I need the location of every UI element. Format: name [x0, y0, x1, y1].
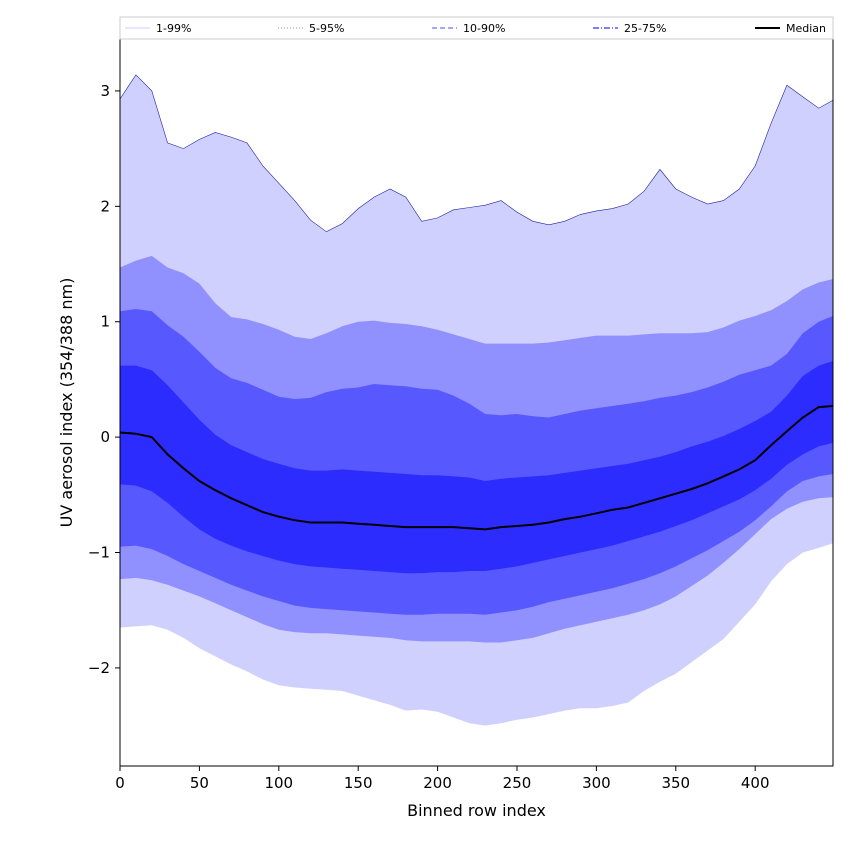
- x-tick-label-400: 400: [741, 774, 770, 792]
- x-tick-label-0: 0: [115, 774, 125, 792]
- legend-label-25-75-pct: 25-75%: [624, 22, 666, 35]
- y-tick-label--1: −1: [88, 544, 110, 562]
- legend-label-median: Median: [786, 22, 826, 35]
- x-tick-label-250: 250: [503, 774, 532, 792]
- band-1-99-upper-edge: [119, 74, 834, 233]
- y-tick-label--2: −2: [88, 659, 110, 677]
- y-axis-label: UV aerosol index (354/388 nm): [57, 278, 76, 528]
- x-tick-label-200: 200: [423, 774, 452, 792]
- y-tick-label-2: 2: [100, 197, 110, 215]
- x-tick-label-100: 100: [264, 774, 293, 792]
- y-tick-label-0: 0: [100, 428, 110, 446]
- legend-label-5-95-pct: 5-95%: [309, 22, 344, 35]
- legend-label-10-90-pct: 10-90%: [463, 22, 505, 35]
- legend-box: [119, 16, 834, 40]
- x-axis: 0 50 100 150 200 250 300 350 400: [115, 766, 770, 792]
- y-tick-label-1: 1: [100, 313, 110, 331]
- legend-label-1-99-pct: 1-99%: [156, 22, 191, 35]
- y-tick-label-3: 3: [100, 82, 110, 100]
- x-tick-label-300: 300: [582, 774, 611, 792]
- median-layer: [119, 405, 834, 531]
- x-tick-label-350: 350: [661, 774, 690, 792]
- percentile-bands: [119, 74, 834, 726]
- y-axis: −2 −1 0 1 2 3: [88, 82, 120, 677]
- median-line: [119, 405, 834, 531]
- legend: 1-99% 5-95% 10-90% 25-75% Median: [119, 16, 834, 40]
- x-tick-label-150: 150: [344, 774, 373, 792]
- x-axis-label: Binned row index: [407, 801, 546, 820]
- x-tick-label-50: 50: [190, 774, 209, 792]
